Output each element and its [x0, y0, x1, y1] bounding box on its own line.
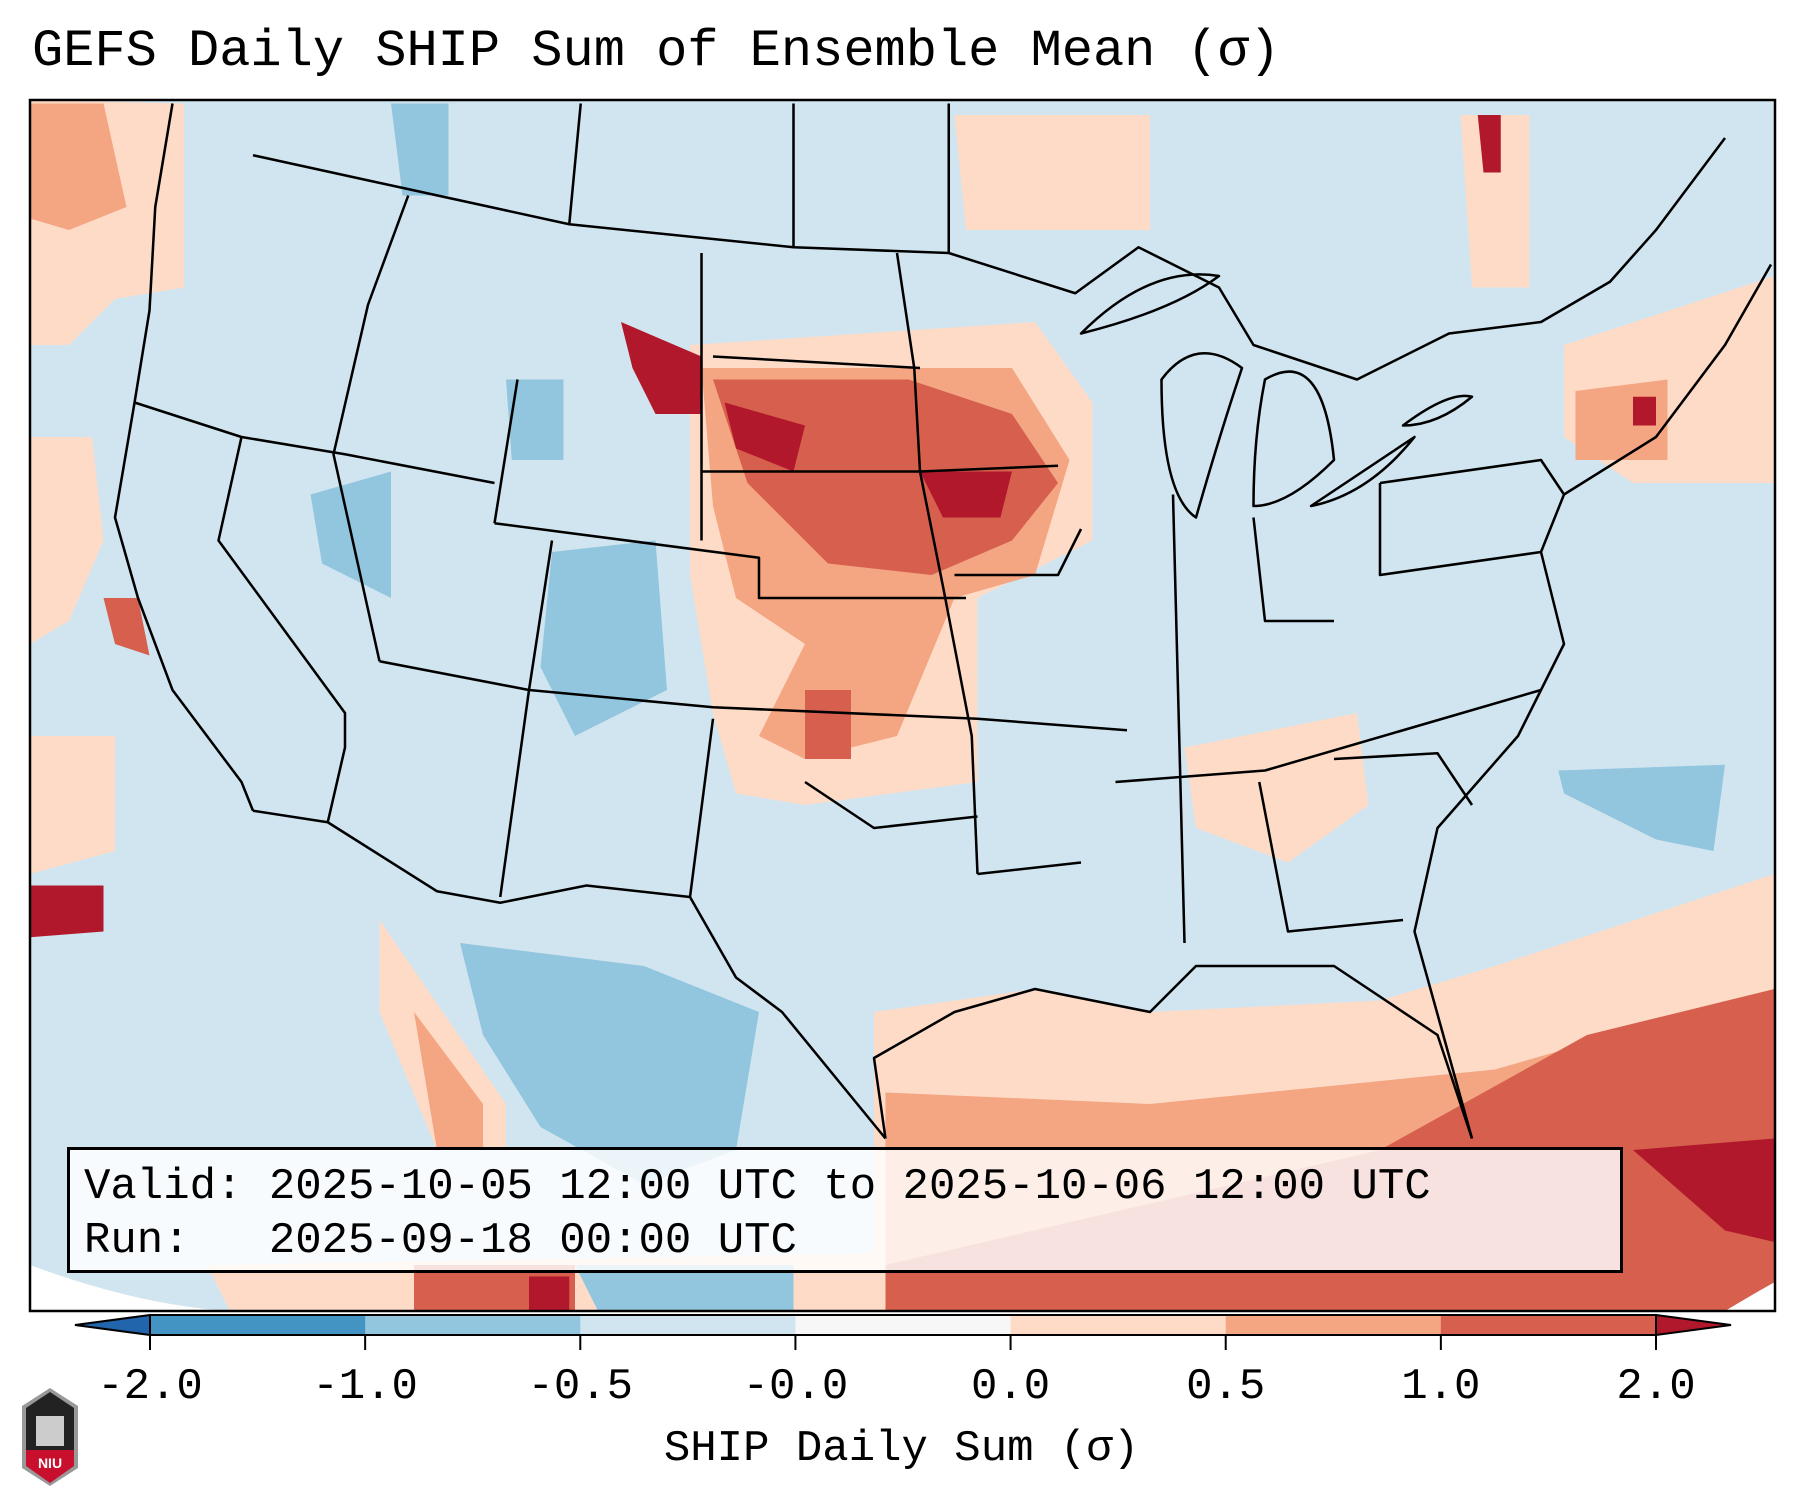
valid-value: 2025-10-05 12:00 UTC to 2025-10-06 12:00… — [268, 1162, 1431, 1212]
colorbar-tick-label: 1.0 — [1401, 1362, 1481, 1412]
colorbar-extend-high — [1655, 1313, 1732, 1337]
valid-run-info-box: Valid: 2025-10-05 12:00 UTC to 2025-10-0… — [67, 1147, 1623, 1273]
map-frame — [28, 98, 1777, 1313]
chart-title: GEFS Daily SHIP Sum of Ensemble Mean (σ) — [32, 22, 1281, 81]
colorbar-tick-label: 0.5 — [1186, 1362, 1266, 1412]
anomaly-region-extreme-positive — [30, 115, 1775, 1311]
run-value: 2025-09-18 00:00 UTC — [268, 1216, 797, 1266]
state-boundaries — [113, 103, 1773, 1140]
colorbar-bin — [1225, 1315, 1442, 1335]
niu-logo: NIU — [22, 1388, 78, 1486]
projection-edge — [30, 1265, 230, 1311]
colorbar-label: SHIP Daily Sum (σ) — [663, 1424, 1140, 1474]
colorbar-tick-label: -0.0 — [742, 1362, 849, 1412]
valid-label: Valid: — [84, 1162, 243, 1212]
colorbar-bin — [365, 1315, 581, 1335]
logo-text: NIU — [38, 1455, 62, 1471]
colorbar-tick-label: -0.5 — [527, 1362, 634, 1412]
colorbar-outline — [149, 1314, 1657, 1336]
colorbar-tick-label: -2.0 — [97, 1362, 203, 1412]
projection-edge — [1725, 1282, 1775, 1311]
colorbar-bin — [1010, 1315, 1227, 1335]
colorbar-bin — [580, 1315, 796, 1335]
run-label: Run: — [84, 1216, 190, 1266]
colorbar-extend-low — [74, 1313, 151, 1337]
colorbar-tick-label: -1.0 — [312, 1362, 418, 1412]
colorbar-bin — [1440, 1315, 1657, 1335]
colorbar-bin — [150, 1315, 366, 1335]
map-area — [30, 100, 1775, 1311]
colorbar-tick-label: 2.0 — [1616, 1362, 1696, 1412]
colorbar-bin — [795, 1315, 1012, 1335]
colorbar-tick-label: 0.0 — [970, 1362, 1051, 1412]
colorbar — [74, 1313, 1732, 1350]
anomaly-region-moderate-negative — [310, 103, 1725, 1311]
